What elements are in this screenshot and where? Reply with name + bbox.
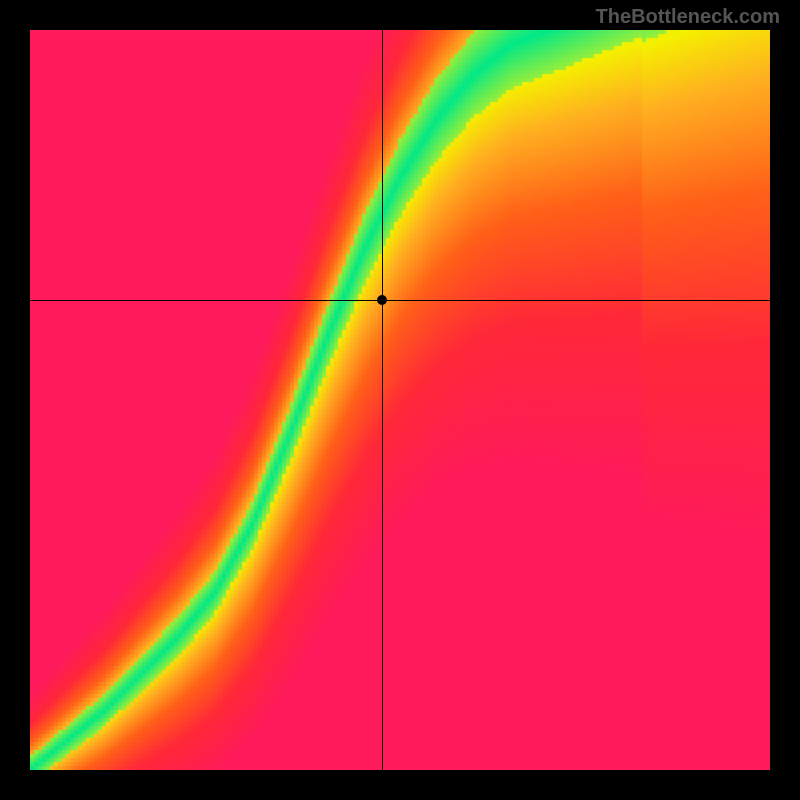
heatmap-canvas [30,30,770,770]
crosshair-horizontal [30,300,770,301]
crosshair-vertical [382,30,383,770]
watermark-text: TheBottleneck.com [596,6,780,29]
marker-dot [377,295,387,305]
heatmap-plot [30,30,770,770]
